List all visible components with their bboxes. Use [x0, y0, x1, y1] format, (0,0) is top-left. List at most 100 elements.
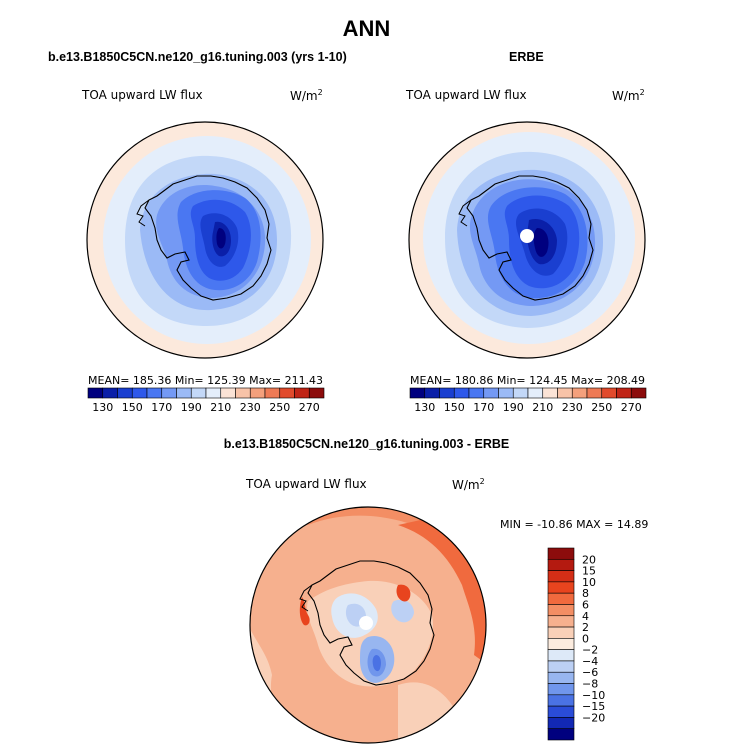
- colorbar-tick-label: 170: [151, 401, 172, 414]
- colorbar-tick-label: −8: [582, 678, 598, 691]
- colorbar-swatch: [547, 604, 575, 617]
- colorbar-swatch: [571, 387, 588, 399]
- colorbar-swatch: [249, 387, 266, 399]
- colorbar-swatch: [630, 387, 647, 399]
- map-border: [408, 121, 646, 359]
- map-band-120: [216, 228, 226, 249]
- colorbar-tick-label: 10: [582, 576, 596, 589]
- colorbar-tick-label: 230: [562, 401, 583, 414]
- colorbar-tick-label: 8: [582, 587, 589, 600]
- panel-1-variable-label: TOA upward LW flux: [82, 88, 203, 102]
- colorbar-tick-label: 0: [582, 632, 589, 645]
- map-border: [249, 506, 487, 744]
- colorbar-swatch: [547, 626, 575, 639]
- colorbar-swatch: [409, 387, 426, 399]
- colorbar-tick-label: −2: [582, 644, 598, 657]
- panel-1-units-label: W/m2: [290, 88, 323, 103]
- colorbar-swatch: [483, 387, 499, 399]
- colorbar-swatch: [557, 387, 573, 399]
- colorbar-tick-label: 250: [269, 401, 290, 414]
- colorbar-swatch: [235, 387, 251, 399]
- colorbar-swatch: [547, 615, 575, 628]
- coastline-peninsula: [299, 584, 313, 612]
- colorbar-swatch: [547, 671, 575, 684]
- colorbar-swatch: [439, 387, 455, 399]
- colorbar-swatch: [547, 728, 575, 741]
- colorbar-tick-label: 270: [299, 401, 320, 414]
- colorbar-tick-label: 2: [582, 621, 589, 634]
- colorbar-tick-label: 150: [122, 401, 143, 414]
- colorbar-tick-label: 170: [473, 401, 494, 414]
- colorbar-tick-label: 210: [532, 401, 553, 414]
- missing-data-pole: [520, 229, 534, 243]
- diff-band-10-east: [396, 584, 411, 602]
- colorbar-swatch: [468, 387, 485, 399]
- polar-map-model: [86, 121, 324, 359]
- colorbar-swatch: [294, 387, 310, 399]
- colorbar-tick-label: −15: [582, 700, 605, 713]
- panel-1-case-title: b.e13.B1850C5CN.ne120_g16.tuning.003 (yr…: [48, 50, 347, 64]
- panel-2-stats: MEAN= 180.86 Min= 124.45 Max= 208.49: [410, 374, 646, 387]
- colorbar-swatch: [102, 387, 118, 399]
- colorbar-tick-label: 130: [92, 401, 113, 414]
- coastline-peninsula: [136, 199, 150, 227]
- missing-data-pole: [359, 616, 373, 630]
- colorbar-tick-label: 4: [582, 610, 589, 623]
- colorbar-swatch: [547, 570, 575, 583]
- colorbar-tick-label: 210: [210, 401, 231, 414]
- colorbar-tick-label: −20: [582, 711, 605, 724]
- panel-1-stats: MEAN= 185.36 Min= 125.39 Max= 211.43: [88, 374, 324, 387]
- diff-band-10-peninsula: [299, 597, 310, 626]
- map-border: [86, 121, 324, 359]
- coastline-antarctica: [144, 175, 272, 301]
- diff-band-m4-east: [391, 599, 414, 623]
- panel-3-case-title: b.e13.B1850C5CN.ne120_g16.tuning.003 - E…: [223, 437, 510, 451]
- colorbar-swatch: [547, 638, 575, 650]
- colorbar-tick-label: 20: [582, 553, 596, 566]
- colorbar-tick-label: 150: [444, 401, 465, 414]
- panel-3-stats: MIN = -10.86 MAX = 14.89: [500, 518, 649, 531]
- panel-2-variable-label: TOA upward LW flux: [406, 88, 527, 102]
- colorbar-swatch: [527, 387, 544, 399]
- colorbar-swatch: [547, 547, 575, 560]
- coastline-peninsula: [458, 199, 472, 227]
- colorbar-swatch: [279, 387, 295, 399]
- colorbar-tick-label: 130: [414, 401, 435, 414]
- colorbar-swatch: [498, 387, 514, 399]
- colorbar-swatch: [547, 592, 575, 605]
- colorbar-swatch: [176, 387, 192, 399]
- colorbar-swatch: [547, 705, 575, 718]
- colorbar-swatch: [220, 387, 236, 399]
- coastline-antarctica: [466, 175, 594, 301]
- colorbar-swatch: [87, 387, 104, 399]
- colorbar-swatch: [161, 387, 177, 399]
- colorbar-tick-label: 270: [621, 401, 642, 414]
- colorbar-swatch: [205, 387, 222, 399]
- panel-3-units-label: W/m2: [452, 477, 485, 492]
- diff-band-m10: [372, 655, 381, 672]
- colorbar-swatch: [616, 387, 632, 399]
- colorbar-tick-label: −10: [582, 689, 605, 702]
- colorbar-erbe: 130 150 170 190 210 230 250 270: [409, 387, 647, 414]
- colorbar-tick-label: 230: [240, 401, 261, 414]
- polar-map-erbe: [408, 121, 646, 359]
- colorbar-tick-label: 6: [582, 598, 589, 611]
- colorbar-swatch: [547, 581, 575, 594]
- colorbar-swatch: [131, 387, 148, 399]
- colorbar-tick-label: −4: [582, 655, 598, 668]
- colorbar-swatch: [547, 660, 575, 673]
- colorbar-swatch: [547, 683, 575, 696]
- panel-2-units-label: W/m2: [612, 88, 645, 103]
- colorbar-model: 130 150 170 190 210 230 250 270: [87, 387, 325, 414]
- colorbar-swatch: [146, 387, 163, 399]
- colorbar-swatch: [586, 387, 603, 399]
- colorbar-swatch: [264, 387, 281, 399]
- colorbar-tick-label: 250: [591, 401, 612, 414]
- colorbar-tick-label: −6: [582, 666, 598, 679]
- colorbar-tick-label: 15: [582, 565, 596, 578]
- colorbar-swatch: [117, 387, 133, 399]
- colorbar-swatch: [547, 649, 575, 662]
- coastline-antarctica: [307, 560, 435, 686]
- panel-2-case-title: ERBE: [509, 50, 544, 64]
